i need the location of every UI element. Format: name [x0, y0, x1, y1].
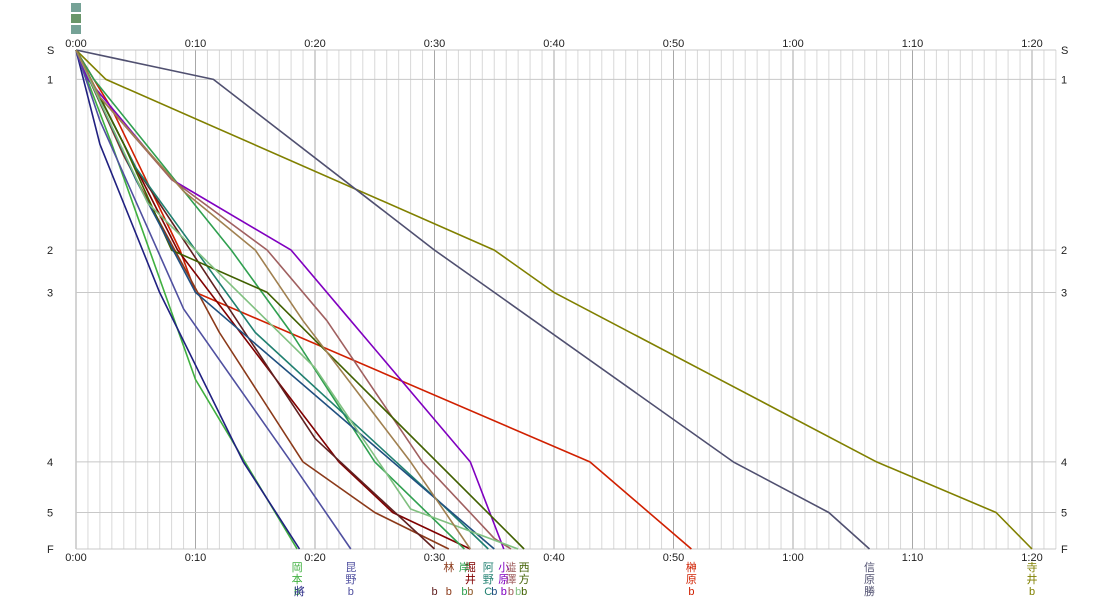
series-name-label: 將: [294, 584, 305, 598]
series-name-label: 信: [864, 561, 875, 574]
checkpoint-label-left: 1: [47, 74, 53, 86]
series-name-label: b: [491, 586, 497, 598]
series-name-label: b: [294, 586, 300, 598]
series-name-label: b: [467, 586, 473, 598]
checkpoint-label-left: 3: [47, 287, 53, 299]
checkpoint-label-right: 2: [1061, 245, 1067, 257]
series-name-label: 井: [1027, 572, 1038, 586]
series-name-label: 本: [292, 572, 303, 586]
time-tick-label-bottom: 1:20: [1021, 552, 1042, 564]
series-line: [75, 49, 450, 550]
series-line: [75, 49, 471, 550]
series-line: [75, 49, 301, 550]
start-marker-icon: [71, 25, 81, 34]
series-name-label: 岸: [459, 561, 470, 574]
series-name-label: 澁: [505, 561, 516, 574]
checkpoint-label-left: 4: [47, 457, 53, 469]
series-line: [75, 49, 692, 550]
checkpoint-label-left: 5: [47, 508, 53, 520]
time-tick-label-bottom: 0:00: [65, 552, 86, 564]
series-name-label: 榊: [686, 560, 697, 574]
series-line: [75, 49, 352, 550]
series-name-label: b: [446, 586, 452, 598]
checkpoint-label-right: F: [1061, 544, 1068, 556]
series-name-label: 堀: [465, 561, 476, 574]
series-line: [75, 49, 471, 550]
series-name-label: 林: [443, 560, 454, 574]
series-line: [75, 49, 465, 550]
time-tick-label-bottom: 0:10: [185, 552, 206, 564]
series-name-label: 原: [686, 574, 697, 586]
series-name-label: 野: [345, 573, 356, 586]
series-name-label: b: [461, 586, 467, 598]
series-line: [75, 49, 519, 550]
series-name-label: b: [1029, 586, 1035, 598]
series-name-label: b: [688, 586, 694, 598]
time-tick-label-bottom: 0:20: [304, 552, 325, 564]
series-name-label: 西: [519, 562, 530, 574]
series-name-label: 澤: [505, 573, 516, 586]
time-tick-label-top: 1:10: [902, 38, 923, 50]
series-line: [75, 49, 525, 550]
time-tick-label-top: 1:00: [782, 38, 803, 50]
series-name-label: b: [431, 586, 437, 598]
checkpoint-label-left: S: [47, 45, 54, 57]
checkpoint-label-left: F: [47, 544, 54, 556]
checkpoint-label-left: 2: [47, 245, 53, 257]
time-tick-label-top: 0:00: [65, 38, 86, 50]
time-tick-label-bottom: 1:00: [782, 552, 803, 564]
series-name-label: 阿: [483, 561, 494, 574]
time-tick-label-bottom: 0:50: [663, 552, 684, 564]
checkpoint-label-right: 1: [1061, 74, 1067, 86]
series-name-label: 井: [465, 572, 476, 586]
time-tick-label-top: 0:40: [543, 38, 564, 50]
series-name-label: b: [348, 586, 354, 598]
time-tick-label-top: 0:10: [185, 38, 206, 50]
series-name-label: 原: [864, 574, 875, 586]
series-name-label: b: [515, 586, 521, 598]
checkpoint-label-right: 3: [1061, 287, 1067, 299]
start-marker-icon: [71, 3, 81, 12]
series-name-label: C: [484, 586, 492, 598]
series-name-label: b: [521, 586, 527, 598]
checkpoint-label-right: S: [1061, 45, 1068, 57]
checkpoint-label-right: 5: [1061, 508, 1067, 520]
checkpoint-label-right: 4: [1061, 457, 1067, 469]
series-name-label: 小: [498, 561, 509, 574]
series-line: [75, 49, 505, 550]
start-marker-icon: [71, 14, 81, 23]
time-tick-label-top: 0:20: [304, 38, 325, 50]
series-name-label: b: [467, 586, 473, 598]
time-tick-label-bottom: 1:10: [902, 552, 923, 564]
series-line: [75, 49, 512, 550]
series-name-label: 野: [483, 573, 494, 586]
series-line: [75, 49, 495, 550]
series-name-label: 岡: [292, 562, 303, 574]
series-line: [75, 49, 489, 550]
series-name-label: 昆: [345, 561, 356, 574]
time-tick-label-top: 1:20: [1021, 38, 1042, 50]
series-name-label: 寺: [1027, 561, 1038, 574]
time-tick-label-bottom: 0:40: [543, 552, 564, 564]
time-tick-label-bottom: 0:30: [424, 552, 445, 564]
series-name-label: 勝: [864, 584, 875, 598]
time-tick-label-top: 0:30: [424, 38, 445, 50]
series-name-label: 方: [519, 572, 530, 586]
series-name-label: 原: [498, 574, 509, 586]
series-line: [75, 49, 871, 550]
series-name-label: b: [508, 586, 514, 598]
time-tick-label-top: 0:50: [663, 38, 684, 50]
series-name-label: b: [501, 586, 507, 598]
series-line: [75, 49, 1033, 550]
series-line: [75, 49, 298, 550]
